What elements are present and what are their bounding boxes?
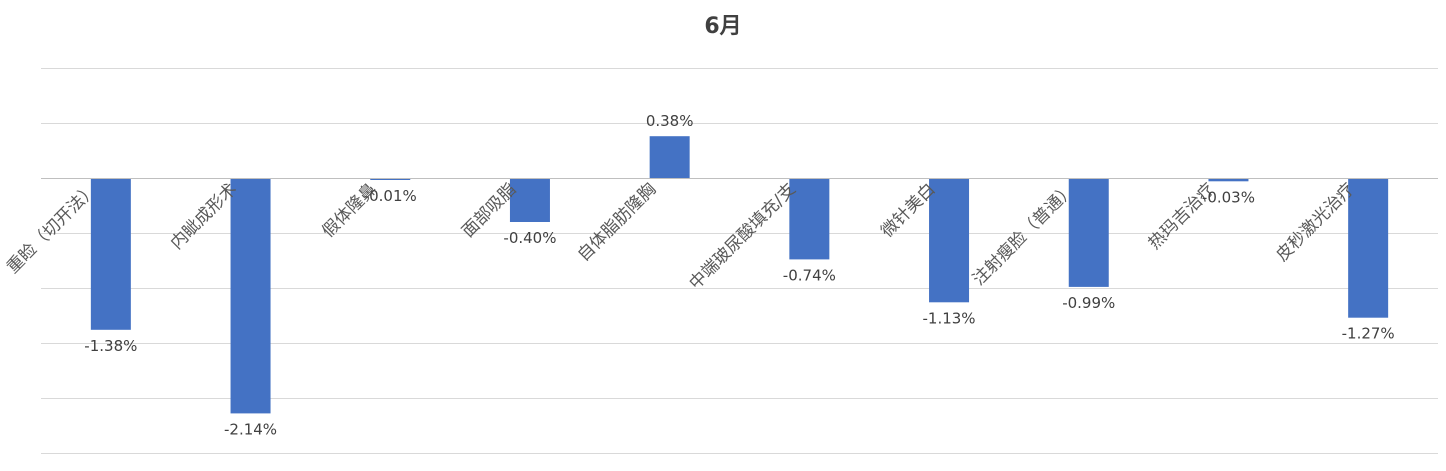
data-label-5: 0.38% [646,112,694,130]
data-label-1: -1.38% [84,337,137,355]
bar-7 [929,178,970,303]
data-label-3: -0.01% [364,187,417,205]
data-label-4: -0.40% [503,229,556,247]
data-label-8: -0.99% [1062,294,1115,312]
data-label-6: -0.74% [783,266,836,284]
bar-4 [509,178,550,222]
bar-5 [649,136,690,178]
data-label-2: -2.14% [224,420,277,438]
category-label-1: 重睑（切开法） [3,179,101,277]
category-label-5: 自体脂肪隆胸 [574,179,660,265]
data-label-10: -1.27% [1342,325,1395,343]
data-labels-group: -1.38% -2.14% -0.01% -0.40% 0.38% -0.74% -1.13… [84,112,1394,438]
bar-2 [230,178,271,414]
data-label-9: -0.03% [1202,188,1255,206]
chart-title: 6月 [704,14,742,39]
category-labels-group: 重睑（切开法） 内眦成形术 假体隆鼻 面部吸脂 自体脂肪隆胸 中端玻尿酸填充/支 微针美白注… [3,179,1359,293]
bar-6 [789,178,830,260]
bar-8 [1068,178,1109,287]
bar-10 [1348,178,1389,318]
bars-group [90,136,1389,414]
bar-1 [90,178,131,330]
data-label-7: -1.13% [923,309,976,327]
bar-9 [1208,178,1249,182]
category-label-8: 注射瘦脸（普通） [969,179,1079,289]
category-label-10: 皮秒激光治疗 [1272,179,1358,265]
category-label-2: 内眦成形术 [167,179,241,253]
